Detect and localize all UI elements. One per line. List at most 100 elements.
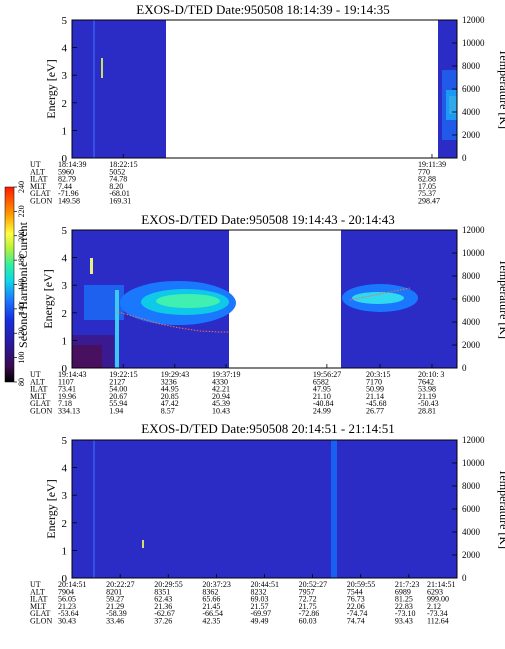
panel-2-ephemeris-value: 3236 <box>161 377 177 386</box>
colorbar-tick-label: 140 <box>17 303 26 315</box>
panel-3-ephemeris-value: 22.83 <box>395 602 413 611</box>
panel-2-ephemeris-value: 20:10: 3 <box>418 370 444 379</box>
panel-2-ephemeris-row-label: UT <box>30 370 41 379</box>
panel-3: EXOS-D/TED Date:950508 20:14:51 - 21:14:… <box>30 421 505 626</box>
panel-1-ytick-right-label: 6000 <box>462 84 481 94</box>
panel-3-ytick-right-label: 10000 <box>462 458 485 468</box>
panel-2-ephemeris-value: 21.10 <box>313 392 331 401</box>
panel-1-ytick-label: 3 <box>62 70 68 82</box>
panel-1-ytick-right-label: 2000 <box>462 130 481 140</box>
panel-3-ephemeris-value: 59.27 <box>106 595 124 604</box>
panel-1-ephemeris-value: 5052 <box>109 167 125 176</box>
panel-3-ephemeris-value: -73.10 <box>395 609 416 618</box>
panel-3-ephemeris-value: 76.73 <box>347 595 365 604</box>
panel-3-ytick-right-label: 8000 <box>462 481 481 491</box>
panel-3-ephemeris-value: 20:44:51 <box>251 580 279 589</box>
panel-2-ytick-right-label: 4000 <box>462 317 481 327</box>
panel-3-ephemeris-value: 999.00 <box>427 595 449 604</box>
panel-3-ephemeris-value: 72.72 <box>299 595 317 604</box>
panel-2-ylabel: Energy [eV] <box>41 269 55 328</box>
panel-1-ytick-right-label: 8000 <box>462 61 481 71</box>
panel-3-ytick-right-label: 6000 <box>462 504 481 514</box>
panel-1-ephemeris-row-label: GLAT <box>30 189 51 198</box>
panel-3-ephemeris-value: -58.39 <box>106 609 127 618</box>
panel-1-ephemeris-value: 298.47 <box>418 197 440 206</box>
panel-3-ytick-right-label: 2000 <box>462 550 481 560</box>
panel-3-ephemeris-value: 20:37:23 <box>202 580 230 589</box>
panel-3-ephemeris-value: 37.26 <box>154 617 172 626</box>
panel-2-ephemeris-value: 2127 <box>109 377 125 386</box>
panel-2-ytick-right-label: 0 <box>462 363 467 373</box>
panel-3-ephemeris-value: 74.74 <box>347 617 365 626</box>
panel-3-ephemeris-value: -73.34 <box>427 609 448 618</box>
panel-3-ephemeris-value: 7544 <box>347 587 363 596</box>
panel-1-ephemeris-value: 82.88 <box>418 175 436 184</box>
colorbar-tick-label: 120 <box>17 327 26 339</box>
panel-3-title: EXOS-D/TED Date:950508 20:14:51 - 21:14:… <box>141 421 394 436</box>
panel-3-ephemeris-value: 6293 <box>427 587 443 596</box>
panel-3-ephemeris-value: 49.49 <box>251 617 269 626</box>
colorbar-label: Second Harmonic Current <box>16 221 30 348</box>
panel-3-ytick-label: 1 <box>62 545 68 557</box>
panel-3-ephemeris-value: 8362 <box>202 587 218 596</box>
panel-2-main-band-core <box>156 294 220 308</box>
panel-2-ytick-right-label: 10000 <box>462 248 485 258</box>
panel-3-ephemeris-value: -62.67 <box>154 609 175 618</box>
panel-1-ephemeris-value: 19:11:39 <box>418 160 446 169</box>
panel-3-ephemeris-value: 7904 <box>58 587 74 596</box>
panel-1-ytick-right-label: 10000 <box>462 38 485 48</box>
panel-3-ephemeris-row-label: GLON <box>30 617 52 626</box>
panel-3-ephemeris-value: 20:29:55 <box>154 580 182 589</box>
panel-3-ephemeris-value: -69.97 <box>251 609 272 618</box>
panel-1-vertical-streak <box>93 20 95 158</box>
panel-2-ephemeris-value: 28.81 <box>418 407 436 416</box>
colorbar-tick-label: 100 <box>17 352 26 364</box>
panel-2-ephemeris-value: 53.98 <box>418 385 436 394</box>
panel-3-ephemeris-value: 7957 <box>299 587 315 596</box>
colorbar-tick-label: 180 <box>17 254 26 266</box>
panel-2-ephemeris-value: 21.14 <box>366 392 384 401</box>
panel-2-ytick-right-label: 2000 <box>462 340 481 350</box>
panel-3-ephemeris-row-label: GLAT <box>30 609 51 618</box>
panel-2-ytick-label: 0 <box>62 363 68 375</box>
panel-2-ephemeris-value: 7.18 <box>58 399 72 408</box>
panel-2-ephemeris-value: 20.85 <box>161 392 179 401</box>
panel-2-ylabel-right: Temperature [K] <box>497 259 505 339</box>
panel-2-ephemeris-value: -45.68 <box>366 399 387 408</box>
panel-3-ytick-label: 4 <box>62 463 68 475</box>
panel-3-ephemeris-value: 21.45 <box>202 602 220 611</box>
panel-3-ephemeris-value: 20:59:55 <box>347 580 375 589</box>
panel-3-ephemeris-value: 20:14:51 <box>58 580 86 589</box>
panel-2-ephemeris-value: 20.67 <box>109 392 127 401</box>
colorbar-tick-label: 240 <box>17 181 26 193</box>
panel-3-ephemeris-value: 8232 <box>251 587 267 596</box>
panel-2-temperature-trace-2 <box>349 287 411 301</box>
panel-1-ytick-label: 0 <box>62 153 68 165</box>
panel-2-ytick-right-label: 8000 <box>462 271 481 281</box>
panel-3-ephemeris-value: 21.29 <box>106 602 124 611</box>
panel-3-ytick-label: 3 <box>62 490 68 502</box>
panel-3-ephemeris-row-label: MLT <box>30 602 46 611</box>
panel-3-vertical-streak-right <box>331 440 337 578</box>
panel-3-ylabel-right: Temperature [K] <box>497 469 505 549</box>
panel-1-ephemeris-value: -71.96 <box>58 189 79 198</box>
panel-2-ephemeris-value: 7642 <box>418 377 434 386</box>
panel-3-ephemeris-value: 69.03 <box>251 595 269 604</box>
panel-2-ephemeris-value: 26.77 <box>366 407 384 416</box>
panel-3-ytick-right-label: 12000 <box>462 435 485 445</box>
panel-2-ephemeris-value: 55.94 <box>109 399 127 408</box>
panel-3-ephemeris-value: 8201 <box>106 587 122 596</box>
panel-1-ephemeris-row-label: ALT <box>30 167 45 176</box>
panel-2-ephemeris-value: 1.94 <box>109 407 123 416</box>
panel-2-ephemeris-value: 19:22:15 <box>109 370 137 379</box>
panel-2-ephemeris-value: 6582 <box>313 377 329 386</box>
panel-3-ytick-label: 5 <box>62 435 68 447</box>
panel-1-ephemeris-value: 169.31 <box>109 197 131 206</box>
panel-1: EXOS-D/TED Date:950508 18:14:39 - 19:14:… <box>30 2 505 206</box>
panel-2-ephemeris-value: 19.96 <box>58 392 76 401</box>
panel-3-ephemeris-value: 21.36 <box>154 602 172 611</box>
panel-3-ephemeris-value: 93.43 <box>395 617 413 626</box>
panel-2-ephemeris-value: 19:29:43 <box>161 370 189 379</box>
panel-2-ephemeris-value: 44.95 <box>161 385 179 394</box>
